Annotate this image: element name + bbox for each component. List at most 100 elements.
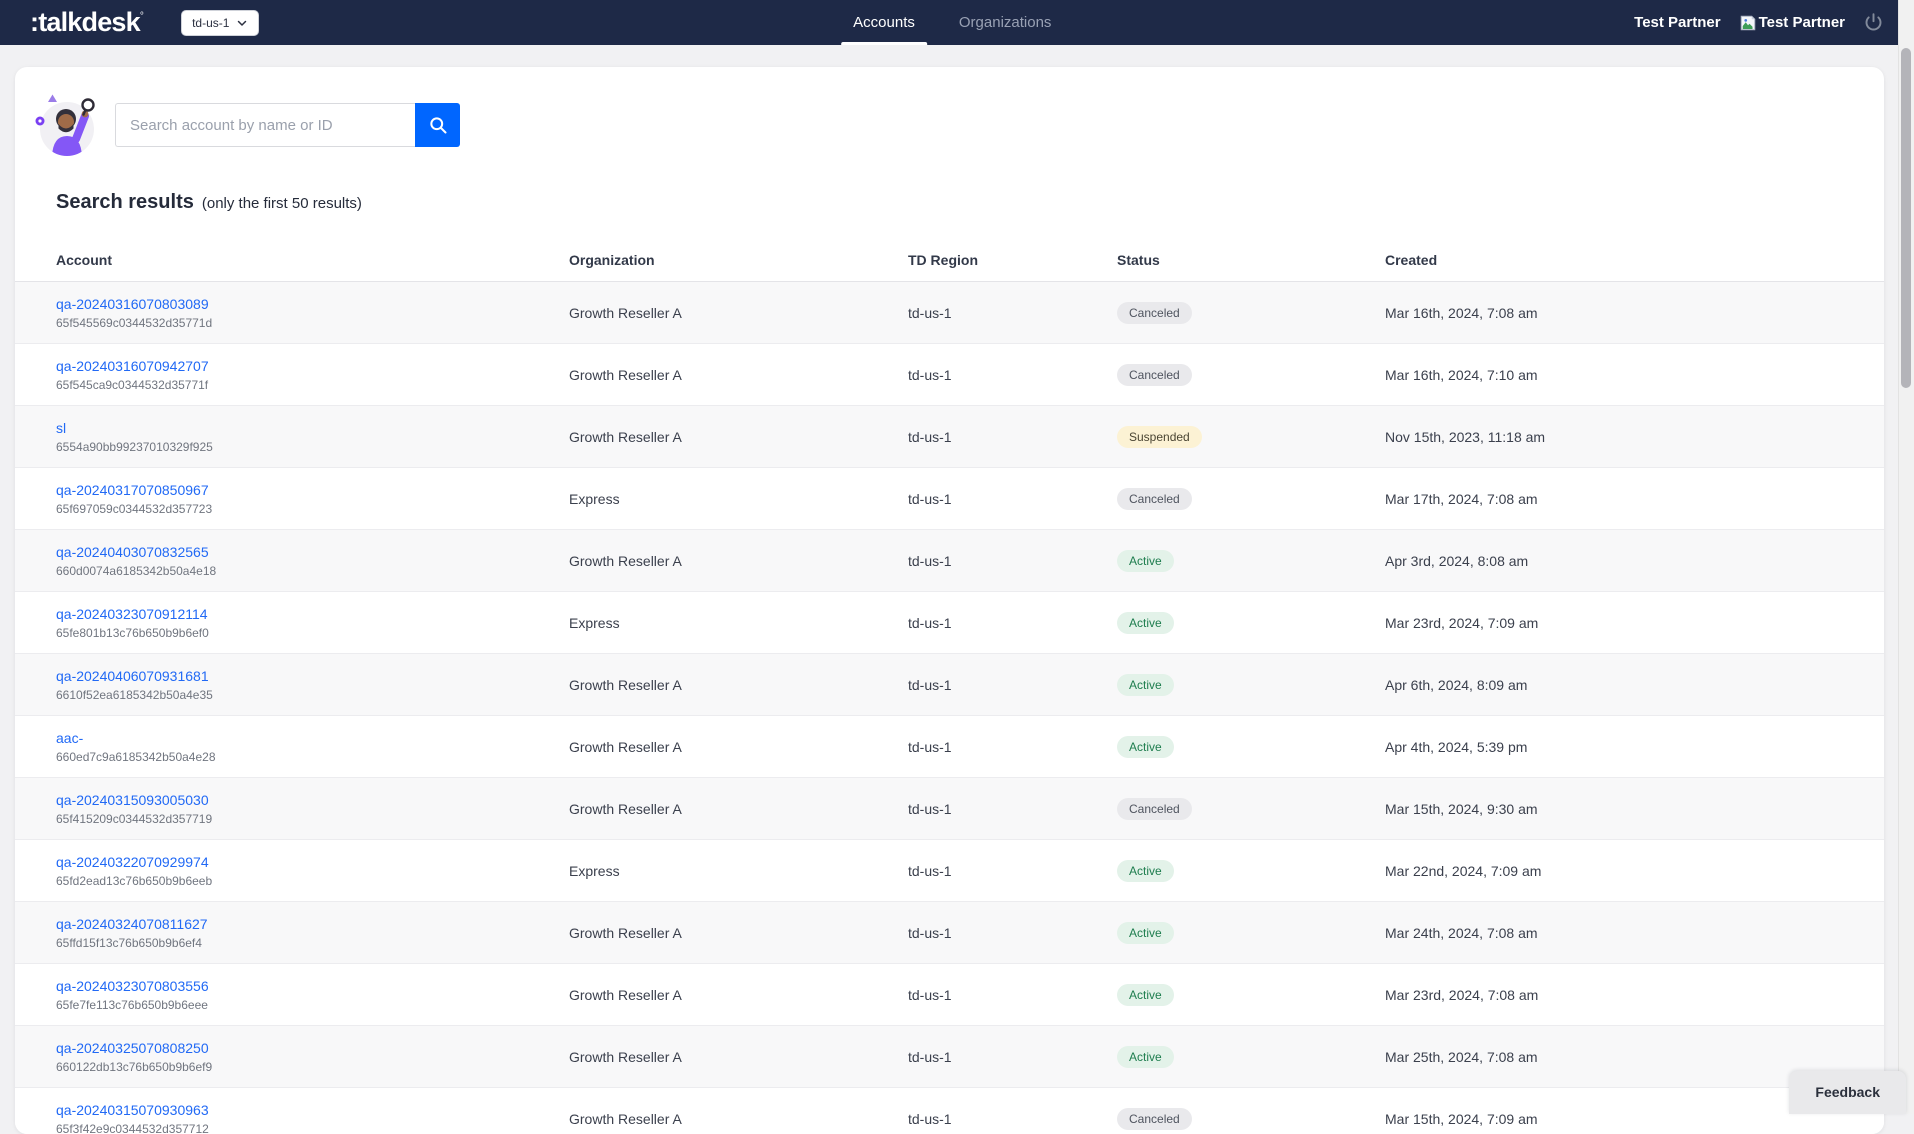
- account-id: 65f545569c0344532d35771d: [56, 316, 569, 330]
- td-region-cell: td-us-1: [908, 987, 1117, 1003]
- account-id: 65fe801b13c76b650b9b6ef0: [56, 626, 569, 640]
- results-heading: Search results (only the first 50 result…: [56, 191, 1884, 214]
- power-logout-icon[interactable]: [1863, 12, 1884, 33]
- organization-cell: Express: [569, 615, 908, 631]
- created-cell: Mar 22nd, 2024, 7:09 am: [1385, 863, 1860, 879]
- account-link[interactable]: qa-20240316070803089: [56, 296, 209, 312]
- results-title: Search results: [56, 191, 194, 214]
- account-link[interactable]: qa-20240406070931681: [56, 668, 209, 684]
- organization-cell: Growth Reseller A: [569, 1111, 908, 1127]
- td-region-cell: td-us-1: [908, 615, 1117, 631]
- feedback-button[interactable]: Feedback: [1789, 1071, 1906, 1114]
- account-link[interactable]: qa-20240323070912114: [56, 606, 208, 622]
- broken-image-alt-text: Test Partner: [1759, 14, 1845, 31]
- table-row: qa-20240323070912114 65fe801b13c76b650b9…: [15, 592, 1884, 654]
- column-header-td-region: TD Region: [908, 252, 1117, 268]
- td-region-cell: td-us-1: [908, 1049, 1117, 1065]
- search-icon: [428, 115, 448, 135]
- tab-organizations[interactable]: Organizations: [941, 0, 1070, 45]
- account-link[interactable]: qa-20240316070942707: [56, 358, 209, 374]
- account-link[interactable]: qa-20240317070850967: [56, 482, 209, 498]
- created-cell: Mar 17th, 2024, 7:08 am: [1385, 491, 1860, 507]
- logo-registered-mark: °: [140, 11, 143, 22]
- td-region-cell: td-us-1: [908, 367, 1117, 383]
- table-row: qa-20240317070850967 65f697059c0344532d3…: [15, 468, 1884, 530]
- table-row: qa-20240403070832565 660d0074a6185342b50…: [15, 530, 1884, 592]
- td-region-cell: td-us-1: [908, 553, 1117, 569]
- created-cell: Nov 15th, 2023, 11:18 am: [1385, 429, 1860, 445]
- account-search-section: [33, 91, 1884, 159]
- column-header-organization: Organization: [569, 252, 908, 268]
- account-link[interactable]: qa-20240323070803556: [56, 978, 209, 994]
- region-selector-value: td-us-1: [192, 16, 229, 30]
- td-region-cell: td-us-1: [908, 429, 1117, 445]
- status-badge: Canceled: [1117, 1108, 1192, 1130]
- status-badge: Active: [1117, 984, 1174, 1006]
- account-id: 65fd2ead13c76b650b9b6eeb: [56, 874, 569, 888]
- column-header-account: Account: [56, 252, 569, 268]
- td-region-cell: td-us-1: [908, 801, 1117, 817]
- status-badge: Active: [1117, 860, 1174, 882]
- vertical-scrollbar-track[interactable]: [1898, 0, 1914, 1114]
- tab-accounts[interactable]: Accounts: [835, 0, 933, 45]
- account-id: 65f697059c0344532d357723: [56, 502, 569, 516]
- account-link[interactable]: aac-: [56, 730, 83, 746]
- created-cell: Apr 6th, 2024, 8:09 am: [1385, 677, 1860, 693]
- status-badge: Active: [1117, 922, 1174, 944]
- organization-cell: Growth Reseller A: [569, 553, 908, 569]
- partner-avatar-broken: Test Partner: [1739, 14, 1845, 32]
- region-selector-dropdown[interactable]: td-us-1: [181, 10, 259, 36]
- created-cell: Apr 3rd, 2024, 8:08 am: [1385, 553, 1860, 569]
- table-row: qa-20240325070808250 660122db13c76b650b9…: [15, 1026, 1884, 1088]
- account-link[interactable]: qa-20240403070832565: [56, 544, 209, 560]
- table-row: qa-20240316070803089 65f545569c0344532d3…: [15, 282, 1884, 344]
- status-badge: Active: [1117, 1046, 1174, 1068]
- organization-cell: Growth Reseller A: [569, 367, 908, 383]
- created-cell: Mar 25th, 2024, 7:08 am: [1385, 1049, 1860, 1065]
- status-badge: Suspended: [1117, 426, 1202, 448]
- table-row: qa-20240315070930963 65f3f42e9c0344532d3…: [15, 1088, 1884, 1134]
- organization-cell: Express: [569, 491, 908, 507]
- created-cell: Mar 23rd, 2024, 7:08 am: [1385, 987, 1860, 1003]
- organization-cell: Growth Reseller A: [569, 987, 908, 1003]
- account-link[interactable]: qa-20240315070930963: [56, 1102, 209, 1118]
- account-link[interactable]: qa-20240325070808250: [56, 1040, 209, 1056]
- vertical-scrollbar-thumb[interactable]: [1901, 48, 1911, 388]
- account-id: 65fe7fe113c76b650b9b6eee: [56, 998, 569, 1012]
- account-link[interactable]: qa-20240315093005030: [56, 792, 209, 808]
- td-region-cell: td-us-1: [908, 739, 1117, 755]
- organization-cell: Growth Reseller A: [569, 677, 908, 693]
- table-row: sl 6554a90bb99237010329f925 Growth Resel…: [15, 406, 1884, 468]
- td-region-cell: td-us-1: [908, 925, 1117, 941]
- organization-cell: Growth Reseller A: [569, 801, 908, 817]
- account-link[interactable]: qa-20240324070811627: [56, 916, 208, 932]
- created-cell: Mar 16th, 2024, 7:08 am: [1385, 305, 1860, 321]
- status-badge: Active: [1117, 736, 1174, 758]
- organization-cell: Growth Reseller A: [569, 739, 908, 755]
- created-cell: Mar 24th, 2024, 7:08 am: [1385, 925, 1860, 941]
- logo-text: :talkdesk: [30, 7, 140, 38]
- account-id: 65f415209c0344532d357719: [56, 812, 569, 826]
- main-nav-tabs: Accounts Organizations: [835, 0, 1069, 45]
- search-button[interactable]: [415, 103, 460, 147]
- status-badge: Active: [1117, 674, 1174, 696]
- organization-cell: Growth Reseller A: [569, 305, 908, 321]
- account-id: 660122db13c76b650b9b6ef9: [56, 1060, 569, 1074]
- created-cell: Mar 23rd, 2024, 7:09 am: [1385, 615, 1860, 631]
- organization-cell: Growth Reseller A: [569, 429, 908, 445]
- account-search-input[interactable]: [115, 103, 415, 147]
- table-row: qa-20240323070803556 65fe7fe113c76b650b9…: [15, 964, 1884, 1026]
- top-navbar: :talkdesk° td-us-1 Accounts Organization…: [0, 0, 1914, 45]
- broken-image-icon: [1739, 14, 1757, 32]
- partner-name-label: Test Partner: [1634, 14, 1720, 31]
- table-row: qa-20240406070931681 6610f52ea6185342b50…: [15, 654, 1884, 716]
- created-cell: Mar 16th, 2024, 7:10 am: [1385, 367, 1860, 383]
- td-region-cell: td-us-1: [908, 677, 1117, 693]
- table-row: qa-20240322070929974 65fd2ead13c76b650b9…: [15, 840, 1884, 902]
- account-link[interactable]: sl: [56, 420, 66, 436]
- td-region-cell: td-us-1: [908, 1111, 1117, 1127]
- td-region-cell: td-us-1: [908, 305, 1117, 321]
- account-id: 660d0074a6185342b50a4e18: [56, 564, 569, 578]
- content-card: Search results (only the first 50 result…: [15, 67, 1884, 1134]
- account-link[interactable]: qa-20240322070929974: [56, 854, 209, 870]
